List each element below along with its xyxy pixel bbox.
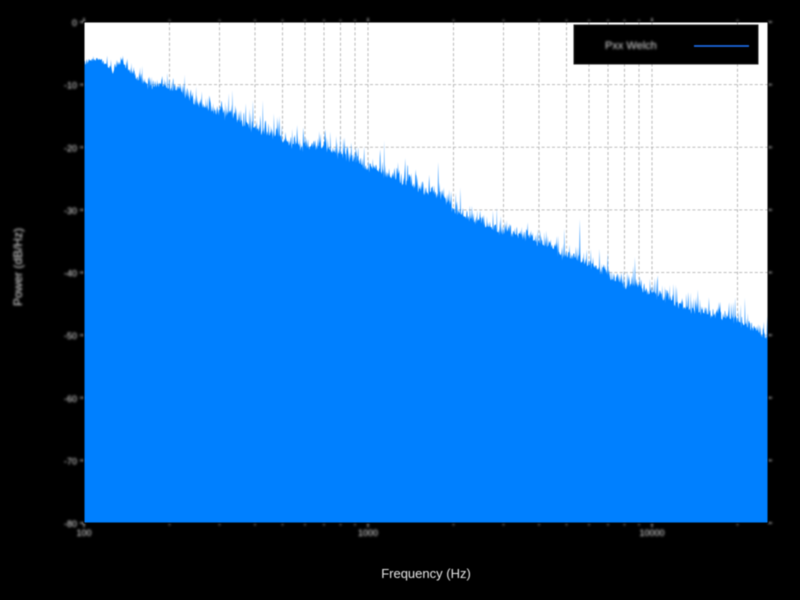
svg-text:Power (dB/Hz): Power (dB/Hz) (11, 228, 25, 306)
svg-text:100: 100 (76, 528, 91, 538)
svg-text:-40: -40 (64, 269, 77, 279)
svg-text:0: 0 (72, 18, 77, 28)
svg-text:-30: -30 (64, 206, 77, 216)
svg-text:1000: 1000 (358, 528, 378, 538)
svg-text:-70: -70 (64, 456, 77, 466)
svg-text:-80: -80 (64, 519, 77, 529)
svg-text:-60: -60 (64, 394, 77, 404)
svg-text:Pxx Welch: Pxx Welch (605, 40, 657, 52)
svg-text:-10: -10 (64, 81, 77, 91)
svg-text:Frequency (Hz): Frequency (Hz) (381, 566, 471, 581)
svg-text:10000: 10000 (639, 528, 664, 538)
svg-text:-20: -20 (64, 143, 77, 153)
svg-text:-50: -50 (64, 331, 77, 341)
